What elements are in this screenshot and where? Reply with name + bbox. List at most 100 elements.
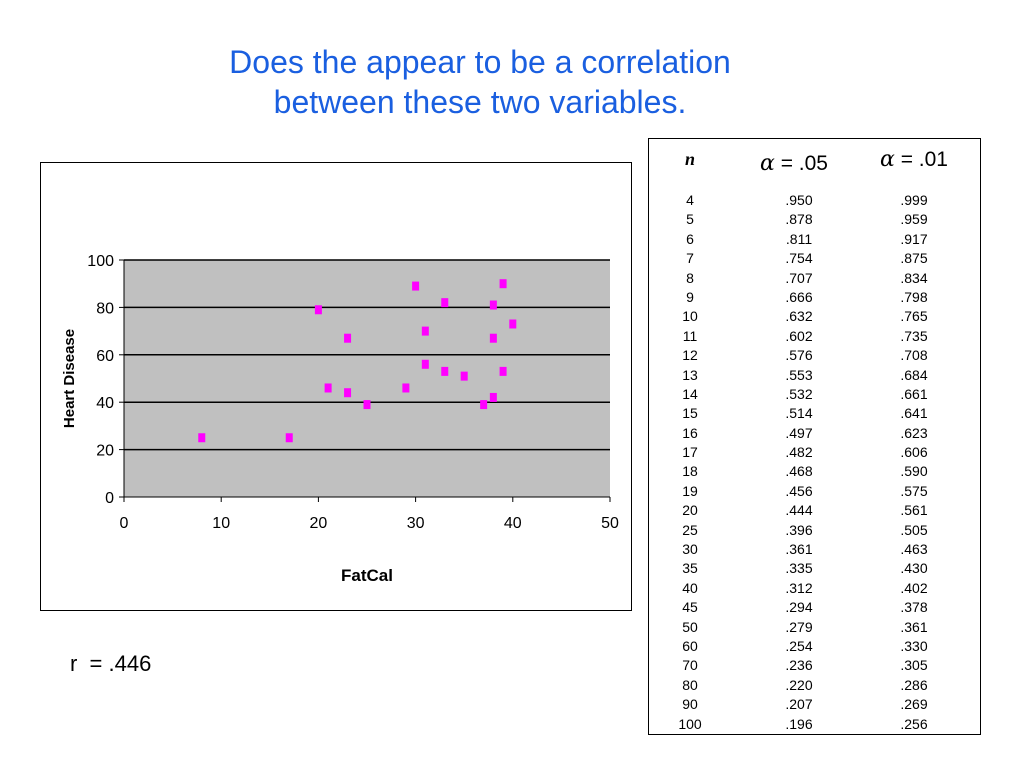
scatter-chart-frame: 0 20 40 60 80 100 0 10 20 30 40 50 FatCal Heart Disea… xyxy=(40,162,632,611)
table-row: 4 .950 .999 xyxy=(649,191,980,210)
cell-alpha-01: .834 xyxy=(900,269,928,286)
cell-n: 30 xyxy=(682,541,698,558)
scatter-chart: 0 20 40 60 80 100 0 10 20 30 40 50 FatCal Heart Disea… xyxy=(61,253,619,585)
table-row: 15 .514 .641 xyxy=(649,404,980,423)
cell-alpha-05: .279 xyxy=(785,618,813,635)
table-row: 17 .482 .606 xyxy=(649,443,980,462)
table-row: 8 .707 .834 xyxy=(649,269,980,288)
cell-n: 17 xyxy=(682,444,698,461)
cell-alpha-05: .707 xyxy=(785,269,813,286)
cell-n: 15 xyxy=(682,405,698,422)
cell-alpha-01: .256 xyxy=(900,715,928,732)
x-tick-label: 0 xyxy=(120,515,129,532)
critical-values-table: n α = .05 α = .01 4 .950 .999 5 .878 .959 6 .81… xyxy=(648,138,981,735)
cell-alpha-01: .735 xyxy=(900,327,928,344)
data-point xyxy=(460,371,468,381)
cell-alpha-01: .641 xyxy=(900,405,928,422)
cell-alpha-05: .514 xyxy=(785,405,813,422)
alpha-symbol: α xyxy=(760,151,775,176)
cell-alpha-05: .602 xyxy=(785,327,813,344)
cell-n: 50 xyxy=(682,618,698,635)
y-tick-label: 40 xyxy=(96,395,114,412)
table-row: 30 .361 .463 xyxy=(649,540,980,559)
plot-area xyxy=(124,260,610,497)
cell-alpha-05: .312 xyxy=(785,579,813,596)
cell-n: 25 xyxy=(682,521,698,538)
data-point xyxy=(402,383,410,393)
table-row: 11 .602 .735 xyxy=(649,327,980,346)
cell-n: 4 xyxy=(686,192,694,208)
cell-alpha-05: .196 xyxy=(785,715,813,732)
cell-alpha-05: .207 xyxy=(785,696,813,713)
table-row: 45 .294 .378 xyxy=(649,598,980,617)
cell-alpha-01: .430 xyxy=(900,560,928,577)
data-point xyxy=(324,383,332,393)
header-alpha-05-label: = .05 xyxy=(774,152,828,175)
cell-alpha-05: .950 xyxy=(785,192,813,208)
cell-alpha-01: .684 xyxy=(900,366,928,383)
cell-n: 100 xyxy=(678,715,702,732)
data-point xyxy=(421,359,429,369)
table-row: 40 .312 .402 xyxy=(649,579,980,598)
cell-alpha-05: .532 xyxy=(785,385,813,402)
x-tick-label: 50 xyxy=(601,515,619,532)
cell-n: 18 xyxy=(682,463,698,480)
cell-alpha-01: .606 xyxy=(900,444,928,461)
cell-n: 5 xyxy=(686,211,694,228)
y-tick-label: 20 xyxy=(96,443,114,460)
cell-alpha-05: .754 xyxy=(785,250,813,267)
data-point xyxy=(489,392,497,402)
data-point xyxy=(441,298,449,308)
cell-alpha-05: .468 xyxy=(785,463,813,480)
cell-alpha-01: .661 xyxy=(900,385,928,402)
table-row: 14 .532 .661 xyxy=(649,385,980,404)
cell-alpha-05: .576 xyxy=(785,347,813,364)
data-point xyxy=(509,319,517,329)
cell-alpha-05: .254 xyxy=(785,637,813,654)
cell-n: 13 xyxy=(682,366,698,383)
data-point xyxy=(489,300,497,310)
cell-alpha-01: .286 xyxy=(900,676,928,693)
cell-n: 9 xyxy=(686,288,694,305)
cell-alpha-05: .878 xyxy=(785,211,813,228)
title-line-2: between these two variables. xyxy=(273,84,687,120)
data-point xyxy=(344,333,352,343)
cell-alpha-05: .361 xyxy=(785,541,813,558)
table-body: 4 .950 .999 5 .878 .959 6 .811 .917 7 .754 .875 8 .70… xyxy=(649,191,980,734)
table-row: 16 .497 .623 xyxy=(649,424,980,443)
cell-alpha-01: .505 xyxy=(900,521,928,538)
data-point xyxy=(344,388,352,398)
y-tick-label: 100 xyxy=(87,253,114,270)
header-alpha-01-label: = .01 xyxy=(894,148,948,171)
x-tick-label: 20 xyxy=(310,515,328,532)
cell-alpha-01: .765 xyxy=(900,308,928,325)
cell-alpha-05: .220 xyxy=(785,676,813,693)
table-row: 60 .254 .330 xyxy=(649,637,980,656)
table-row: 19 .456 .575 xyxy=(649,482,980,501)
cell-n: 60 xyxy=(682,637,698,654)
cell-n: 90 xyxy=(682,696,698,713)
cell-alpha-01: .378 xyxy=(900,599,928,616)
cell-alpha-05: .335 xyxy=(785,560,813,577)
y-tick-label: 80 xyxy=(96,300,114,317)
cell-alpha-05: .497 xyxy=(785,424,813,441)
cell-alpha-01: .623 xyxy=(900,424,928,441)
cell-alpha-01: .305 xyxy=(900,657,928,674)
table-row: 12 .576 .708 xyxy=(649,346,980,365)
table-row: 100 .196 .256 xyxy=(649,715,980,734)
slide-title: Does the appear to be a correlation betw… xyxy=(150,42,810,122)
cell-alpha-05: .553 xyxy=(785,366,813,383)
cell-n: 12 xyxy=(682,347,698,364)
table-row: 7 .754 .875 xyxy=(649,249,980,268)
cell-alpha-01: .575 xyxy=(900,482,928,499)
table-row: 50 .279 .361 xyxy=(649,618,980,637)
data-point xyxy=(441,366,449,376)
cell-alpha-01: .798 xyxy=(900,288,928,305)
data-point xyxy=(499,366,507,376)
cell-alpha-05: .396 xyxy=(785,521,813,538)
cell-n: 40 xyxy=(682,579,698,596)
table-row: 5 .878 .959 xyxy=(649,210,980,229)
cell-alpha-05: .666 xyxy=(785,288,813,305)
correlation-value: r = .446 xyxy=(70,651,152,676)
data-point xyxy=(363,400,371,410)
